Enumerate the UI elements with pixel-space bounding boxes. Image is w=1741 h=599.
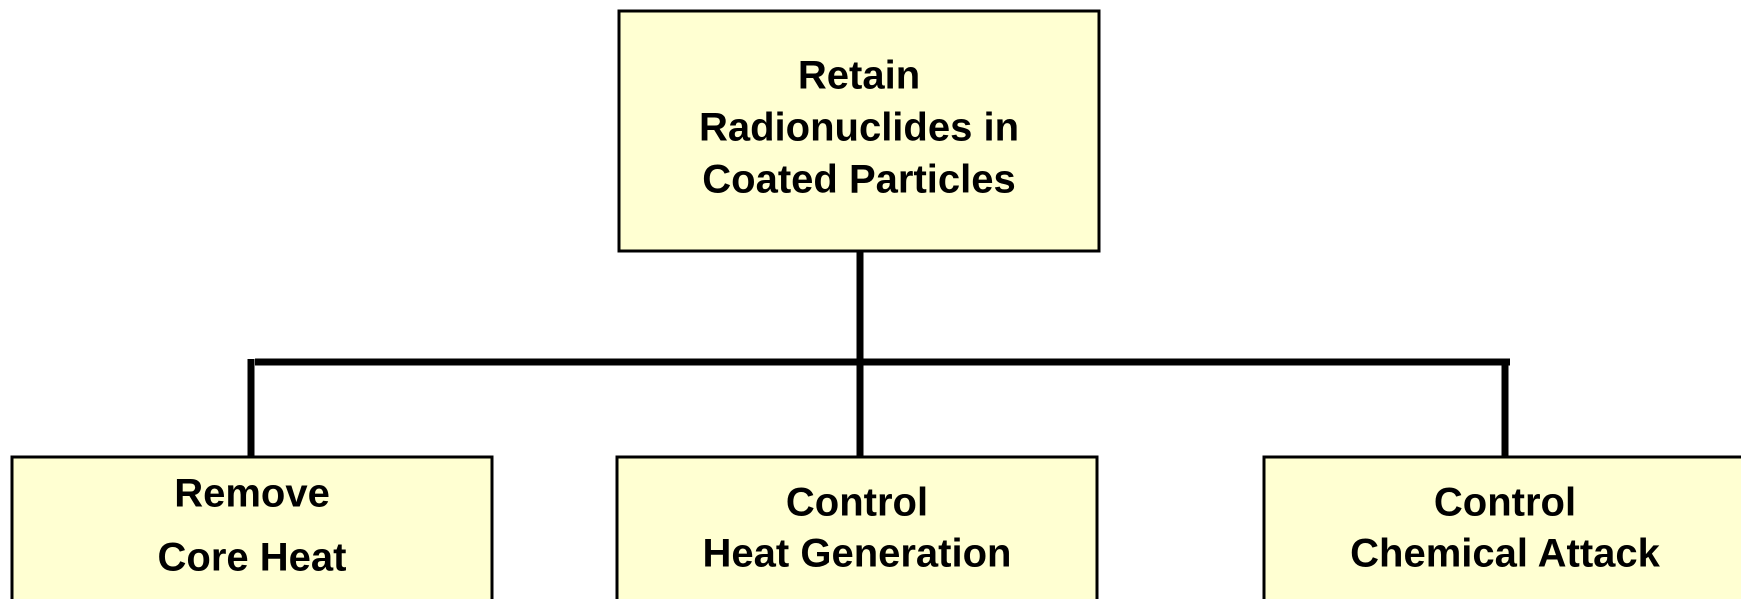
node-label: Coated Particles	[702, 158, 1015, 202]
node-label: Control	[1434, 481, 1576, 525]
node-box	[617, 9, 1101, 253]
node-label: Retain	[798, 54, 920, 98]
node-label: Remove	[174, 472, 330, 516]
node-box	[10, 455, 494, 599]
node-label: Core Heat	[158, 536, 347, 580]
node-label: Control	[786, 481, 928, 525]
node-label: Radionuclides in	[699, 106, 1019, 150]
node-box	[615, 455, 1099, 599]
node-label: Heat Generation	[703, 532, 1012, 576]
node-label: Chemical Attack	[1350, 532, 1661, 576]
node-box	[1262, 455, 1741, 599]
